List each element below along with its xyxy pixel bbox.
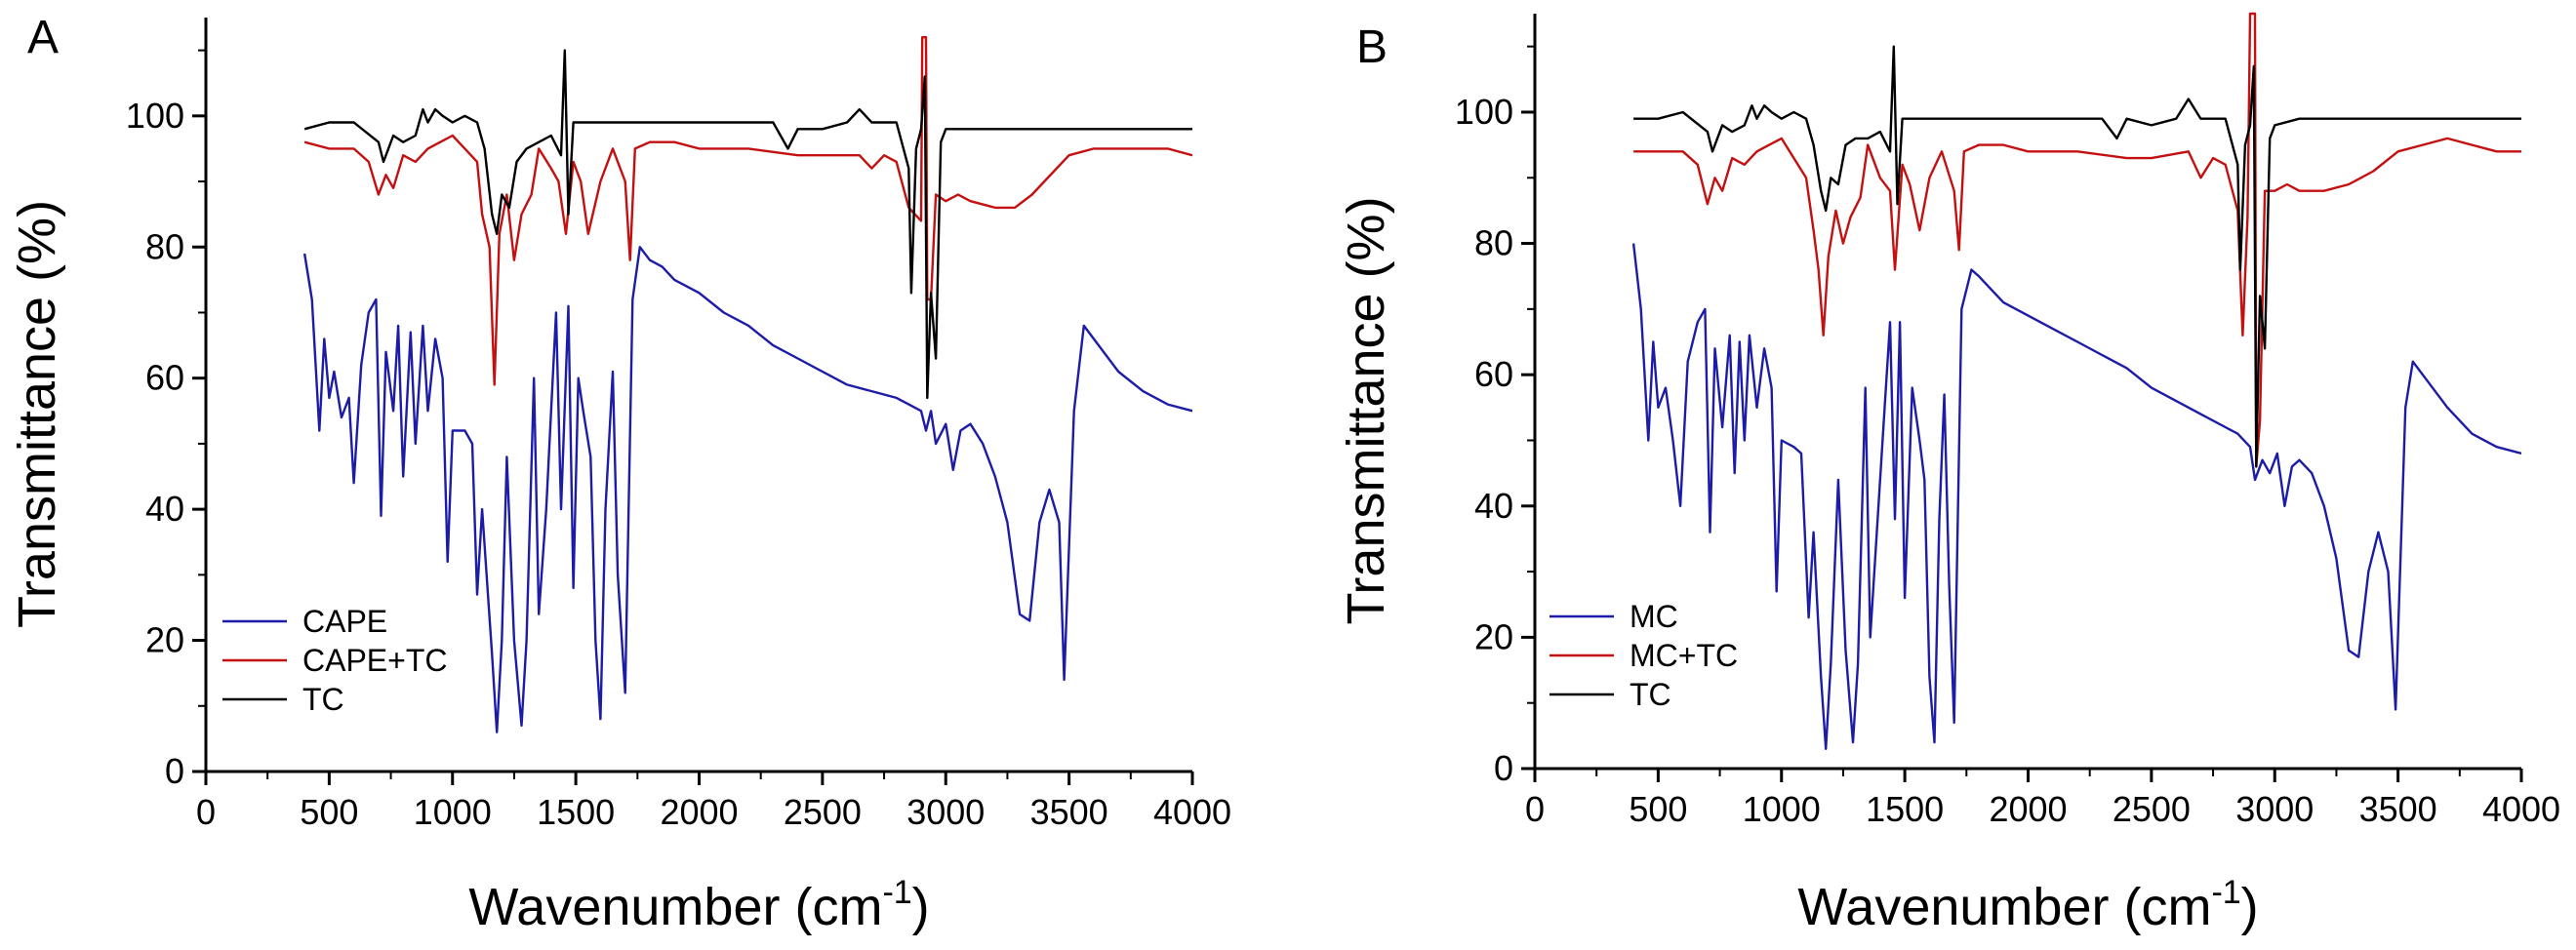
x-axis-title: Wavenumber (cm-1) bbox=[468, 874, 929, 936]
legend: CAPE CAPE+TC TC bbox=[222, 604, 447, 717]
legend-label: MC+TC bbox=[1630, 638, 1738, 673]
x-tick-label: 1000 bbox=[1743, 789, 1821, 829]
legend-label: CAPE+TC bbox=[302, 643, 447, 678]
x-axis-title-main: Wavenumber (cm bbox=[468, 878, 882, 936]
series-line-tc bbox=[303, 49, 1192, 400]
y-tick-label: 100 bbox=[126, 96, 184, 136]
x-tick-label: 2000 bbox=[1989, 789, 2067, 829]
plot-area bbox=[302, 36, 1192, 733]
x-tick-label: 2500 bbox=[2113, 789, 2191, 829]
panel-a: A 0 500 1000 1500 2000 2500 3000 3500 4000 0 20 40 60… bbox=[8, 12, 1231, 936]
x-tick-label: 0 bbox=[196, 792, 216, 832]
x-axis-title-sup: -1 bbox=[2211, 874, 2240, 911]
x-tick-label: 3000 bbox=[906, 792, 985, 832]
x-tick-label: 500 bbox=[1629, 789, 1687, 829]
y-tick-label: 40 bbox=[1474, 486, 1513, 526]
y-tick-label: 20 bbox=[1474, 616, 1513, 656]
x-tick-label: 0 bbox=[1525, 789, 1545, 829]
y-tick-label: 0 bbox=[165, 751, 184, 791]
x-tick-label: 3000 bbox=[2235, 789, 2314, 829]
y-axis-title: Transmittance (%) bbox=[1337, 196, 1395, 624]
x-axis-title-main: Wavenumber (cm bbox=[1797, 878, 2211, 936]
x-tick-label: 4000 bbox=[1153, 792, 1231, 832]
y-tick-label: 20 bbox=[145, 620, 184, 660]
legend-label: MC bbox=[1630, 599, 1678, 634]
panel-b: B 0 500 1000 1500 2000 2500 3000 3500 4000 0 20 40 60… bbox=[1337, 12, 2560, 936]
y-tick-label: 60 bbox=[145, 358, 184, 398]
x-tick-label: 1500 bbox=[537, 792, 615, 832]
series-line-cape bbox=[302, 246, 1192, 733]
x-axis-title-sup: -1 bbox=[882, 874, 911, 911]
series-line-cape-plus-tc bbox=[303, 36, 1192, 386]
x-tick-label: 2500 bbox=[784, 792, 862, 832]
y-tick-label: 60 bbox=[1474, 354, 1513, 394]
legend-label: TC bbox=[302, 682, 344, 717]
x-tick-label: 4000 bbox=[2482, 789, 2560, 829]
y-tick-label: 40 bbox=[145, 489, 184, 529]
legend-label: CAPE bbox=[302, 604, 387, 639]
y-tick-label: 80 bbox=[145, 226, 184, 266]
x-tick-label: 500 bbox=[300, 792, 358, 832]
legend-label: TC bbox=[1630, 677, 1671, 712]
legend: MC MC+TC TC bbox=[1550, 599, 1738, 712]
panel-label: A bbox=[27, 12, 59, 63]
y-tick-label: 80 bbox=[1474, 223, 1513, 263]
x-tick-label: 1000 bbox=[414, 792, 492, 832]
x-tick-label: 3500 bbox=[1030, 792, 1108, 832]
series-line-mc-plus-tc bbox=[1633, 12, 2521, 468]
x-tick-label: 2000 bbox=[660, 792, 738, 832]
series-line-mc bbox=[1631, 243, 2521, 750]
series-line-tc bbox=[1633, 45, 2521, 468]
x-tick-label: 3500 bbox=[2359, 789, 2437, 829]
panel-label: B bbox=[1356, 21, 1388, 73]
x-axis-title: Wavenumber (cm-1) bbox=[1797, 874, 2258, 936]
x-axis-title-close: ) bbox=[2241, 878, 2259, 936]
y-tick-label: 0 bbox=[1494, 748, 1513, 788]
y-axis-title: Transmittance (%) bbox=[8, 200, 66, 628]
plot-area bbox=[1631, 12, 2521, 750]
x-tick-label: 1500 bbox=[1866, 789, 1944, 829]
x-axis-title-close: ) bbox=[912, 878, 930, 936]
y-tick-label: 100 bbox=[1455, 92, 1513, 132]
